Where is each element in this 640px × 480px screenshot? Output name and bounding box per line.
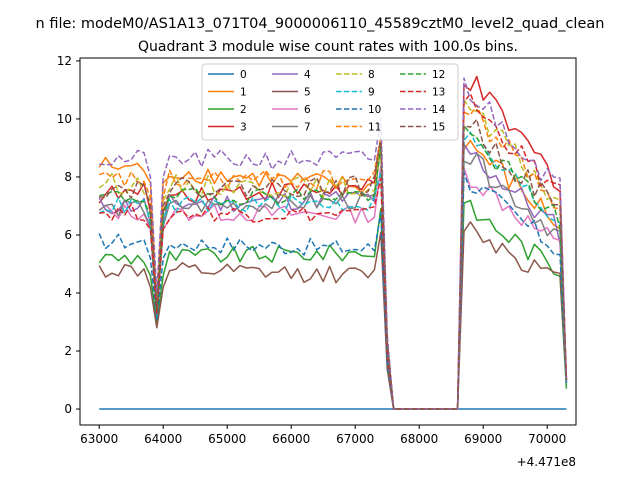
x-tick-label-2: 65000 <box>208 432 246 446</box>
axes-frame <box>79 57 577 426</box>
y-tick-label-1: 2 <box>64 344 72 358</box>
legend-label-7: 7 <box>304 122 311 134</box>
chart-title: Quadrant 3 module wise count rates with … <box>138 39 518 55</box>
series-line-4 <box>98 140 568 410</box>
series-line-14 <box>99 77 568 410</box>
series-line-9 <box>98 131 568 410</box>
legend-label-4: 4 <box>304 69 311 81</box>
series-line-6 <box>98 165 568 410</box>
x-axis-offset-label: +4.471e8 <box>517 455 576 469</box>
y-tick-label-6: 12 <box>57 54 72 68</box>
series-line-8 <box>98 99 568 410</box>
legend-label-15: 15 <box>432 122 445 134</box>
legend-label-2: 2 <box>240 104 247 116</box>
legend-label-11: 11 <box>368 122 381 134</box>
series-line-13 <box>99 92 568 410</box>
series-line-12 <box>99 125 568 410</box>
figure-suptitle: n file: modeM0/AS1A13_071T04_9000006110_… <box>36 16 605 32</box>
series-line-11 <box>98 104 568 410</box>
legend-label-14: 14 <box>432 104 446 116</box>
y-tick-label-0: 0 <box>64 402 72 416</box>
y-tick-label-5: 10 <box>57 112 72 126</box>
legend-label-1: 1 <box>240 87 247 99</box>
y-tick-label-2: 4 <box>64 286 72 300</box>
series-line-10 <box>98 171 568 410</box>
y-tick-label-4: 8 <box>64 170 72 184</box>
x-tick-label-5: 68000 <box>400 432 438 446</box>
x-tick-label-7: 70000 <box>528 432 566 446</box>
x-tick-label-1: 64000 <box>144 432 182 446</box>
legend-label-6: 6 <box>304 104 311 116</box>
legend-frame <box>201 63 459 141</box>
legend-label-9: 9 <box>368 87 375 99</box>
x-tick-label-0: 63000 <box>80 432 118 446</box>
legend-label-0: 0 <box>240 69 247 81</box>
y-tick-label-3: 6 <box>64 228 72 242</box>
legend-label-3: 3 <box>240 122 247 134</box>
series-line-1 <box>98 139 568 410</box>
legend-label-12: 12 <box>432 69 445 81</box>
series-line-3 <box>98 75 568 410</box>
plot-area <box>79 57 577 426</box>
x-tick-label-3: 66000 <box>272 432 310 446</box>
x-tick-label-6: 69000 <box>464 432 502 446</box>
legend-label-10: 10 <box>368 104 381 116</box>
legend-label-8: 8 <box>368 69 375 81</box>
x-tick-label-4: 67000 <box>336 432 374 446</box>
series-line-5 <box>98 221 568 410</box>
series-layer <box>98 75 568 410</box>
y-axis: 0 2 4 6 8 10 12 <box>57 54 80 416</box>
series-line-7 <box>98 145 568 410</box>
series-line-15 <box>99 118 568 410</box>
legend-label-13: 13 <box>432 87 445 99</box>
series-line-2 <box>98 199 568 410</box>
x-axis: 63000 64000 65000 66000 67000 68000 69000 70000 <box>80 425 566 446</box>
legend-label-5: 5 <box>304 87 311 99</box>
